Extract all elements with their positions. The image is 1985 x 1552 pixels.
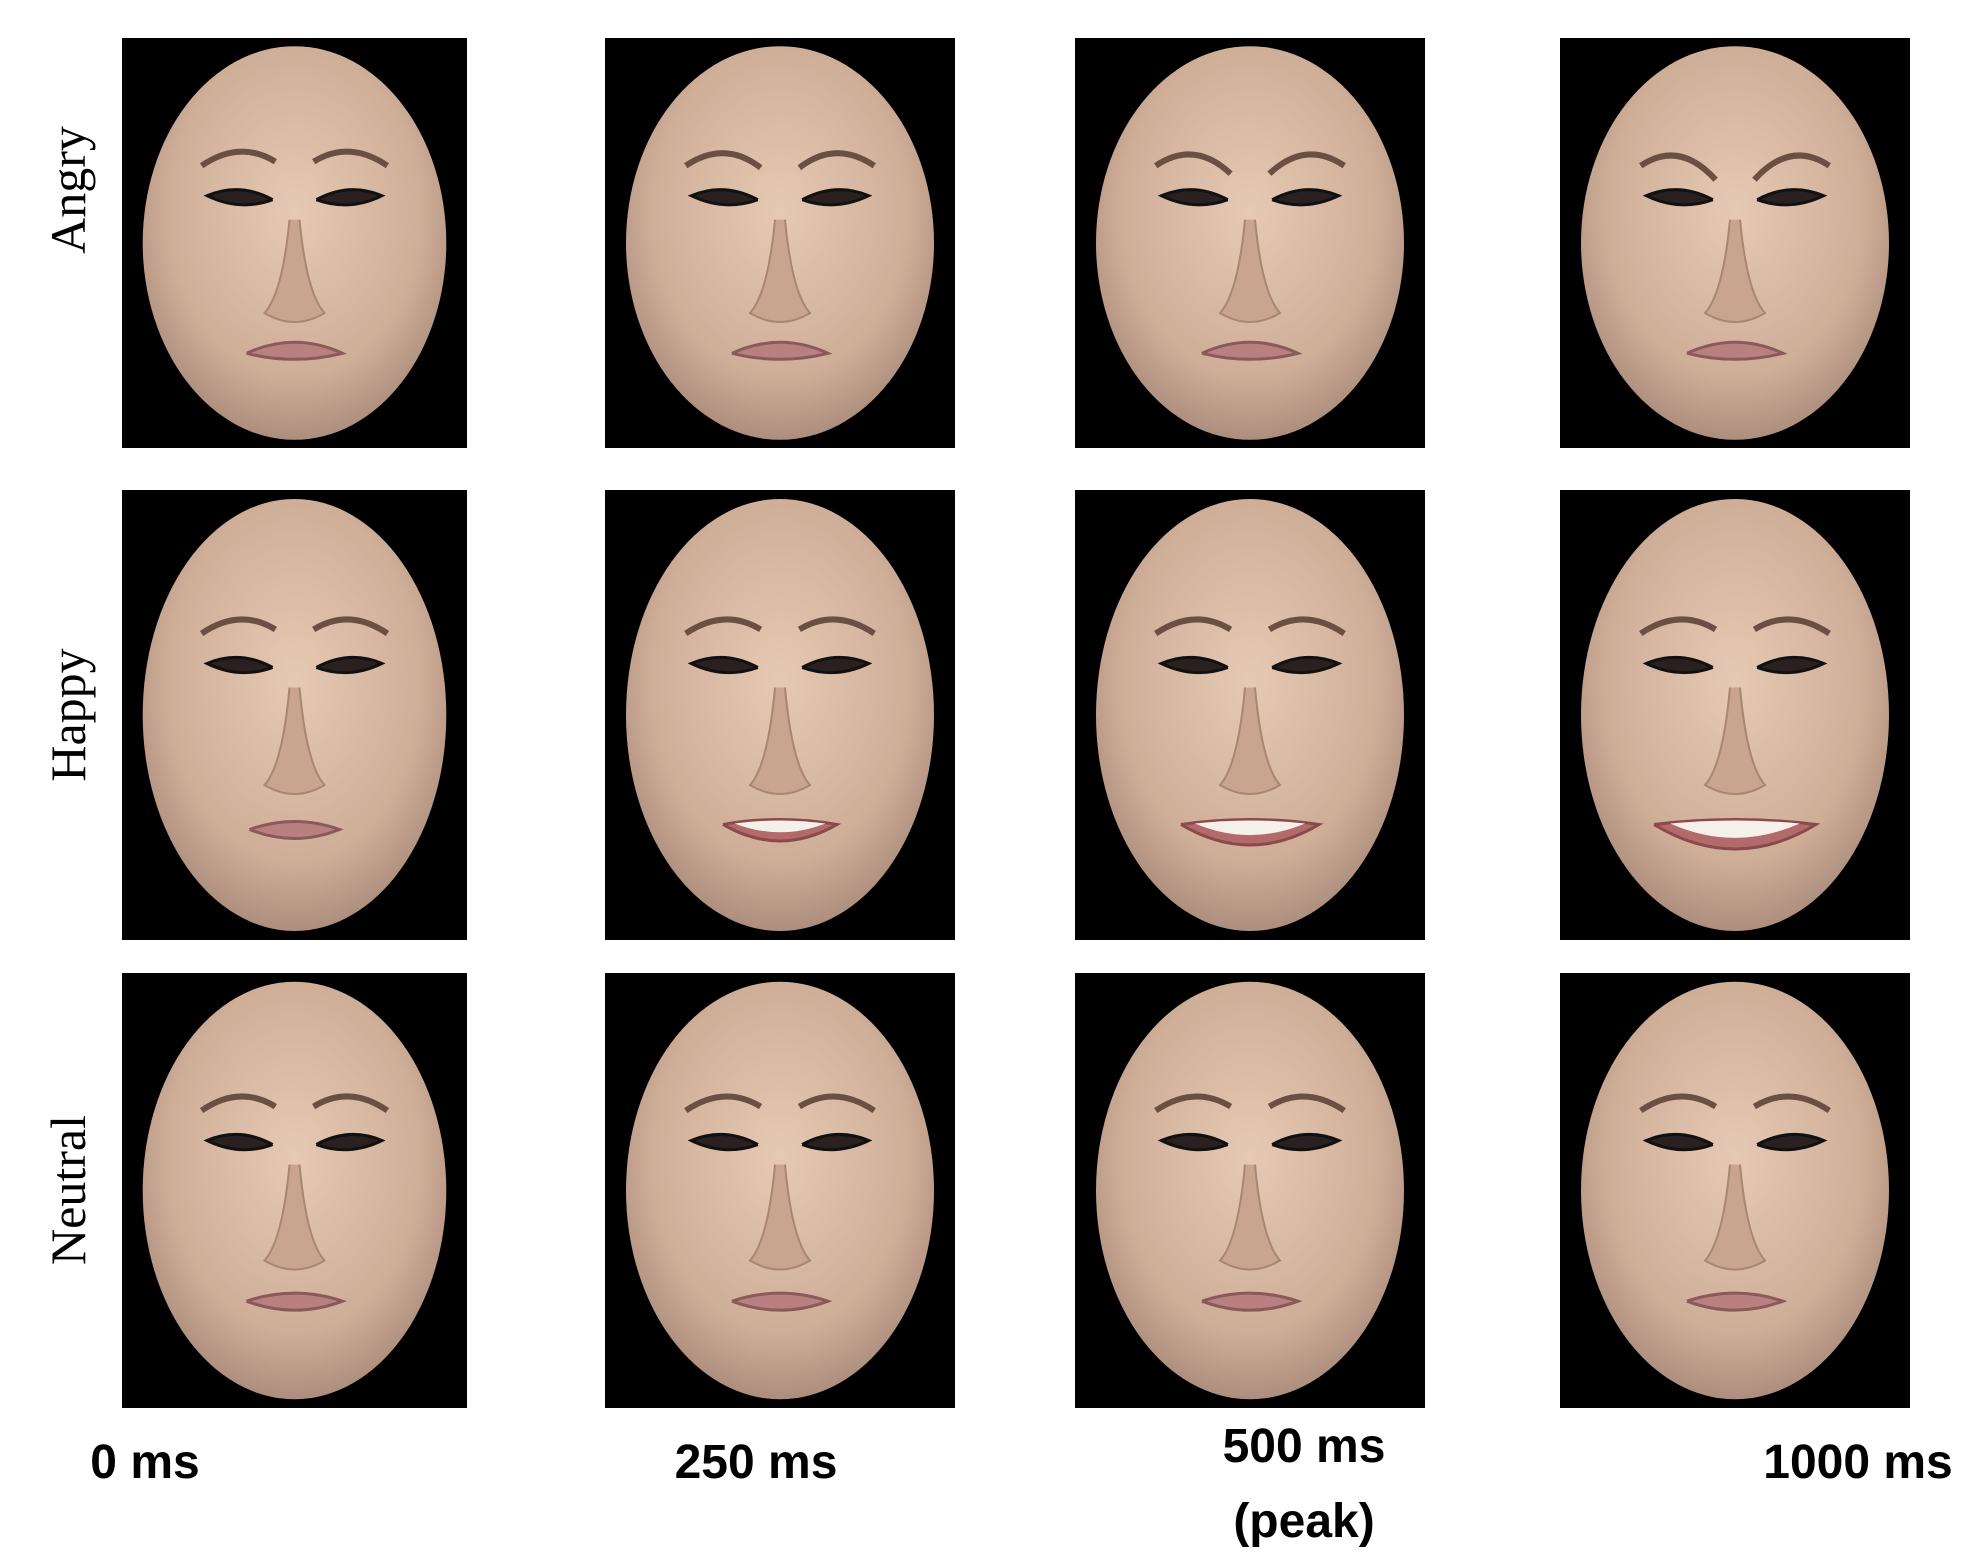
row-label: Angry	[40, 126, 96, 254]
page: Angry Happy Neutral 0 ms 250 ms 500 ms (…	[0, 0, 1985, 1552]
column-label: 250 ms	[675, 1436, 838, 1489]
column-label: 1000 ms	[1763, 1436, 1953, 1489]
column-label: 0 ms	[90, 1436, 199, 1489]
column-note: (peak)	[1233, 1495, 1374, 1548]
row-label: Neutral	[40, 1115, 96, 1265]
column-label: 500 ms	[1223, 1420, 1386, 1473]
figure: Angry Happy Neutral 0 ms 250 ms 500 ms (…	[0, 0, 1985, 1552]
row-label: Happy	[40, 648, 96, 781]
face-grid	[122, 38, 1910, 1408]
